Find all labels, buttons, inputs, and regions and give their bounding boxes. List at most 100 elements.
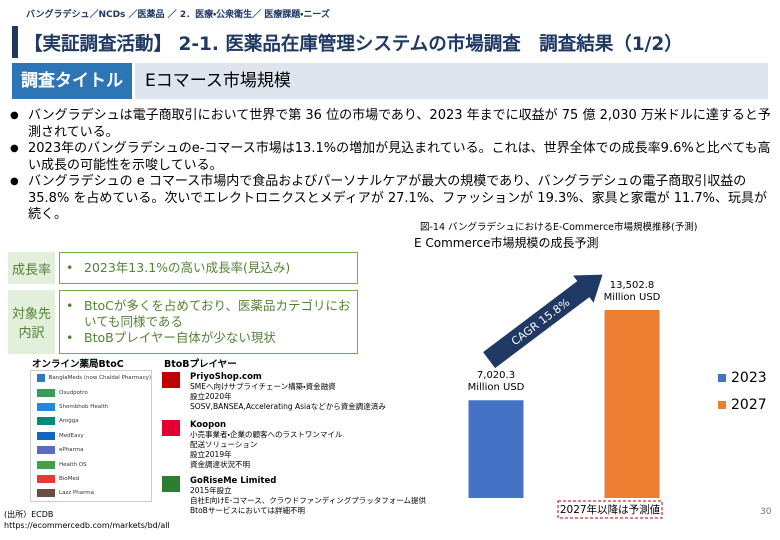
- btob-line: 設立2019年: [190, 450, 232, 459]
- bullet: ● バングラデシュは電子商取引において世界で第 36 位の市場であり、2023 年…: [10, 108, 772, 141]
- source-line: https://ecommercedb.com/markets/bd/all: [4, 521, 170, 530]
- value-label: 7,020.3 Million USD: [467, 370, 525, 394]
- btob-info: GoRiseMe Limited 2015年設立 自社E向けE-コマース、クラウドフ…: [190, 476, 432, 516]
- value-label: 13,502.8 Million USD: [603, 280, 661, 303]
- btoc-name: Health OS: [59, 461, 87, 468]
- summary-label: 成長率: [8, 252, 55, 284]
- btoc-item: BanglaMeds (now Chaldal Pharmacy): [31, 371, 151, 385]
- bullet-dot: ●: [10, 176, 19, 187]
- btoc-item: Arogga: [31, 414, 151, 428]
- btob-logo: [162, 372, 180, 388]
- summary-label: 対象先内訳: [8, 290, 55, 354]
- source-line: (出所）ECDB: [4, 510, 54, 519]
- summary-box: • BtoCが多くを占めており、医薬品カテゴリにおいても同様である • BtoBプレイ…: [59, 290, 358, 354]
- topic-value: Eコマース市場規模: [135, 63, 768, 99]
- btob-line: 小売事業者・企業の顧客へのラストワンマイル: [190, 430, 343, 439]
- btob-title: BtoBプレイヤー: [164, 359, 237, 370]
- btob-line: 2015年設立: [190, 486, 232, 495]
- summary-text: 2023年13.1%の高い成長率(見込み): [84, 260, 291, 275]
- btob-player: PriyoShop.com SMEへ向けサプライチェーン構築・資金融資 設立2020…: [162, 372, 432, 412]
- btob-info: PriyoShop.com SMEへ向けサプライチェーン構築・資金融資 設立2020…: [190, 372, 432, 412]
- annotation: 2027年以降は予測値: [560, 503, 661, 516]
- bullet-text: バングラデシュの e コマース市場内で食品およびパーソナルケアが最大の規模であり…: [28, 174, 768, 222]
- btob-line: 資金調達状況不明: [190, 460, 250, 469]
- btoc-name: ePharma: [59, 447, 84, 454]
- breadcrumb: バングラデシュ／NCDs ／医薬品 ／ 2．医療・公衆衛生／ 医療課題・ニーズ: [26, 10, 330, 20]
- summary-dot: •: [66, 260, 74, 275]
- legend-swatch: [718, 401, 726, 409]
- btob-info: Koopon 小売事業者・企業の顧客へのラストワンマイル 配送ソリューション 設立20…: [190, 420, 432, 470]
- btoc-item: MedEasy: [31, 429, 151, 443]
- btob-player: GoRiseMe Limited 2015年設立 自社E向けE-コマース、クラウドフ…: [162, 476, 432, 516]
- btob-logo: [162, 476, 180, 492]
- btob-line: 配送ソリューション: [190, 440, 258, 449]
- forecast-box: [557, 500, 663, 519]
- summary: 成長率 • 2023年13.1%の高い成長率(見込み) 対象先内訳 • BtoCが多くを占…: [8, 252, 358, 360]
- btoc-item: Health OS: [31, 457, 151, 471]
- btob-name: PriyoShop.com: [190, 372, 262, 382]
- btoc-logo: [37, 417, 55, 426]
- btoc-name: Arogga: [59, 418, 79, 425]
- bullet: ● 2023年のバングラデシュのe-コマース市場は13.1%の増加が見込まれている…: [10, 141, 772, 174]
- slide-title: 【実証調査活動】 2-1. 医薬品在庫管理システムの市場調査 調査結果（1/2）: [24, 34, 683, 55]
- btob-line: BtoBサービスにおいては詳細不明: [190, 506, 305, 515]
- legend-label: 2027: [731, 397, 767, 413]
- title-bar: [12, 26, 18, 58]
- btoc-name: BioMed: [59, 475, 80, 482]
- bullet-dot: ●: [10, 110, 19, 121]
- bar: [604, 310, 660, 498]
- bullet-dot: ●: [10, 143, 19, 154]
- summary-item: • BtoCが多くを占めており、医薬品カテゴリにおいても同様である: [66, 298, 351, 330]
- btoc-name: Shombhob Health: [59, 403, 109, 410]
- cagr-arrow: CAGR 15.8%: [483, 274, 603, 369]
- btoc-item: ePharma: [31, 443, 151, 457]
- btoc-list: BanglaMeds (now Chaldal Pharmacy) Osudpot…: [30, 370, 152, 502]
- chart-title: E Commerce市場規模の成長予測: [414, 236, 599, 250]
- btoc-logo: [37, 431, 55, 440]
- btoc-logo: [37, 446, 55, 455]
- btob-logo: [162, 420, 180, 436]
- btob-line: SMEへ向けサプライチェーン構築・資金融資: [190, 382, 336, 391]
- btoc-logo: [37, 460, 55, 469]
- summary-item: • BtoBプレイヤー自体が少ない現状: [66, 330, 351, 346]
- btoc-name: Osudpotro: [59, 389, 88, 396]
- annotation: CAGR 15.8%: [509, 296, 572, 348]
- arrow-shape: [483, 274, 603, 369]
- btob-list: PriyoShop.com SMEへ向けサプライチェーン構築・資金融資 設立2020…: [162, 372, 432, 516]
- btoc-logo: [37, 402, 55, 411]
- summary-text: BtoBプレイヤー自体が少ない現状: [84, 330, 276, 345]
- summary-dot: •: [66, 330, 74, 345]
- btoc-logo: [37, 388, 55, 397]
- legend-label: 2023: [731, 370, 767, 386]
- bar: [468, 400, 524, 498]
- btoc-name: MedEasy: [59, 432, 84, 439]
- btoc-name: BanglaMeds (now Chaldal Pharmacy): [48, 375, 151, 382]
- bullet: ● バングラデシュの e コマース市場内で食品およびパーソナルケアが最大の規模であ…: [10, 174, 772, 224]
- btob-line: 自社E向けE-コマース、クラウドファンディングプラッタフォーム提供: [190, 496, 427, 505]
- btoc-logo: [37, 489, 55, 498]
- page-number: 30: [760, 507, 772, 517]
- source: (出所）ECDB https://ecommercedb.com/markets/…: [4, 509, 170, 531]
- bullet-list: ● バングラデシュは電子商取引において世界で第 36 位の市場であり、2023 年…: [10, 108, 772, 224]
- btob-player: Koopon 小売事業者・企業の顧客へのラストワンマイル 配送ソリューション 設立20…: [162, 420, 432, 470]
- btob-name: GoRiseMe Limited: [190, 476, 277, 486]
- btoc-logo: [37, 474, 55, 483]
- summary-row: 成長率 • 2023年13.1%の高い成長率(見込み): [8, 252, 358, 284]
- btoc-item: Lazz Pharma: [31, 486, 151, 500]
- bullet-text: 2023年のバングラデシュのe-コマース市場は13.1%の増加が見込まれている。…: [28, 141, 771, 173]
- summary-item: • 2023年13.1%の高い成長率(見込み): [66, 260, 351, 276]
- legend-swatch: [718, 374, 726, 382]
- btoc-title: オンライン薬局BtoC: [32, 359, 124, 370]
- topic-label: 調査タイトル: [12, 63, 132, 99]
- bullet-text: バングラデシュは電子商取引において世界で第 36 位の市場であり、2023 年ま…: [28, 108, 771, 140]
- btoc-logo: [37, 374, 45, 383]
- btob-line: SOSV,BANSEA,Accelerating Asiaなどから資金調達済み: [190, 402, 386, 411]
- btob-name: Koopon: [190, 420, 227, 430]
- btoc-name: Lazz Pharma: [59, 490, 95, 497]
- btoc-item: BioMed: [31, 472, 151, 486]
- summary-box: • 2023年13.1%の高い成長率(見込み): [59, 252, 358, 284]
- summary-text: BtoCが多くを占めており、医薬品カテゴリにおいても同様である: [84, 298, 351, 329]
